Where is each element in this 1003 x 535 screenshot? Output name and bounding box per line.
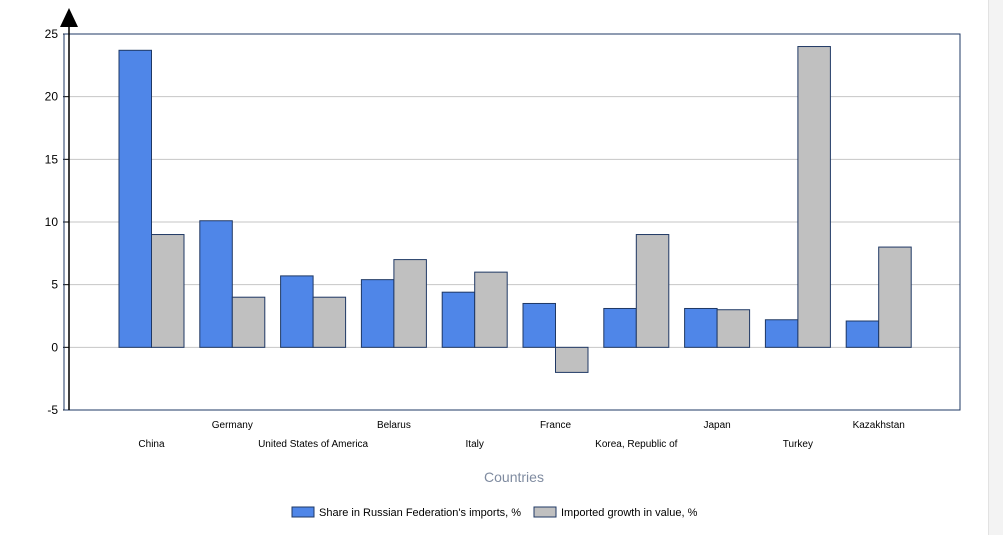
bar-growth-italy <box>474 271 508 348</box>
bar-share-japan <box>684 307 718 348</box>
y-tick-label: 15 <box>45 152 59 166</box>
axes <box>60 8 961 411</box>
x-tick-label: China <box>138 439 165 450</box>
x-tick-label: United States of America <box>258 439 368 450</box>
x-tick-labels: China Germany United States of America Bela… <box>138 420 904 450</box>
bar-growth-belarus <box>393 259 427 348</box>
x-tick-label: Germany <box>212 420 253 431</box>
y-tick-label: 10 <box>45 215 59 229</box>
bar-share-turkey <box>764 319 799 348</box>
x-tick-label: Turkey <box>783 439 813 450</box>
bar-share-kazakhstan <box>845 320 880 348</box>
bar-share-united-states-of-america <box>280 275 314 348</box>
bar-growth-korea-republic-of <box>635 234 670 348</box>
y-tick-label: 20 <box>45 90 59 104</box>
legend-swatch <box>533 506 557 518</box>
plot-frame <box>63 33 961 411</box>
bars <box>118 46 912 373</box>
legend-swatch <box>291 506 315 518</box>
y-tick-label: 25 <box>45 27 59 41</box>
bar-growth-kazakhstan <box>878 246 912 348</box>
bar-growth-china <box>151 234 185 348</box>
x-tick-label: Korea, Republic of <box>595 439 677 450</box>
bar-growth-turkey <box>797 46 831 348</box>
bar-share-france <box>522 302 556 348</box>
y-tick-labels: -5 0 5 10 15 20 25 <box>45 27 59 417</box>
bar-share-germany <box>199 220 233 348</box>
bar-growth-germany <box>231 296 266 348</box>
bar-growth-united-states-of-america <box>312 296 347 348</box>
x-tick-label: France <box>540 420 572 431</box>
legend-label: Share in Russian Federation's imports, % <box>319 507 521 519</box>
x-axis-title: Countries <box>484 469 544 485</box>
y-tick-label: 5 <box>51 278 58 292</box>
legend: Share in Russian Federation's imports, %… <box>291 506 698 519</box>
bar-share-italy <box>441 291 476 348</box>
x-tick-label: Italy <box>466 439 484 450</box>
x-tick-label: Japan <box>703 420 730 431</box>
bar-share-china <box>118 49 152 348</box>
y-tick-label: 0 <box>51 340 58 354</box>
y-axis-arrow-icon <box>60 8 78 27</box>
x-tick-label: Kazakhstan <box>853 420 905 431</box>
legend-label: Imported growth in value, % <box>561 507 698 519</box>
bar-share-belarus <box>360 279 395 348</box>
x-tick-label: Belarus <box>377 420 411 431</box>
bar-growth-japan <box>716 309 751 348</box>
vertical-scrollbar[interactable] <box>988 0 1003 535</box>
bar-growth-france <box>555 346 589 373</box>
y-tick-label: -5 <box>47 403 58 417</box>
bar-share-korea-republic-of <box>603 307 637 348</box>
